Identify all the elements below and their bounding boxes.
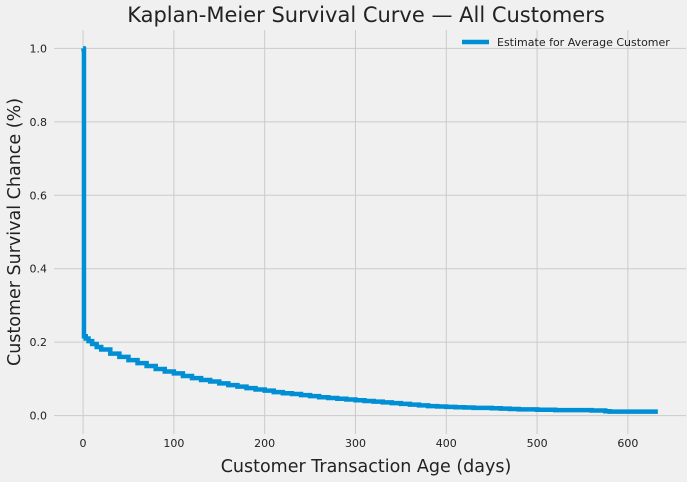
x-tick-label: 600 [617, 437, 638, 450]
y-axis-title: Customer Survival Chance (%) [5, 98, 25, 366]
chart-title: Kaplan-Meier Survival Curve — All Custom… [127, 3, 605, 27]
y-tick-label: 0.0 [30, 410, 48, 423]
x-tick-label: 300 [345, 437, 366, 450]
x-tick-label: 200 [254, 437, 275, 450]
x-axis-title: Customer Transaction Age (days) [221, 457, 512, 477]
tick-labels: 0 100 200 300 400 500 600 0.0 0.2 0.4 0.6 0.8 1.0 [30, 42, 639, 450]
y-tick-label: 1.0 [30, 42, 48, 55]
x-tick-label: 500 [527, 437, 548, 450]
y-tick-label: 0.6 [30, 189, 48, 202]
grid [54, 30, 686, 434]
y-tick-label: 0.2 [30, 336, 48, 349]
series-layer [81, 46, 658, 414]
x-tick-label: 0 [80, 437, 87, 450]
x-tick-label: 100 [163, 437, 184, 450]
y-tick-label: 0.4 [30, 263, 48, 276]
y-tick-label: 0.8 [30, 116, 48, 129]
survival-curve-line [81, 46, 658, 414]
x-tick-label: 400 [436, 437, 457, 450]
legend-label: Estimate for Average Customer [497, 36, 670, 49]
legend: Estimate for Average Customer [462, 36, 670, 49]
